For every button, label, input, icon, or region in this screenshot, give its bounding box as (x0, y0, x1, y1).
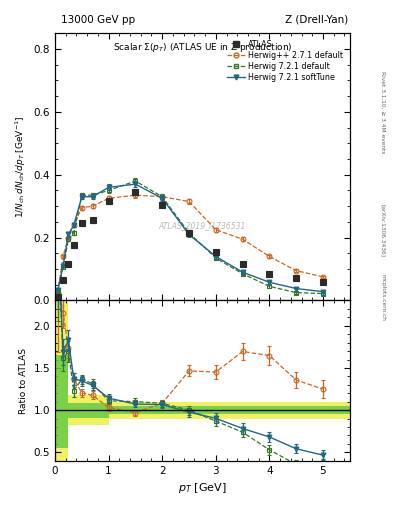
X-axis label: $p_T$ [GeV]: $p_T$ [GeV] (178, 481, 227, 495)
Text: mcplots.cern.ch: mcplots.cern.ch (381, 273, 386, 321)
Legend: ATLAS, Herwig++ 2.7.1 default, Herwig 7.2.1 default, Herwig 7.2.1 softTune: ATLAS, Herwig++ 2.7.1 default, Herwig 7.… (225, 37, 346, 84)
Text: ATLAS_2019_I1736531: ATLAS_2019_I1736531 (159, 221, 246, 230)
Text: Z (Drell-Yan): Z (Drell-Yan) (285, 14, 348, 25)
Text: Rivet 3.1.10, ≥ 3.4M events: Rivet 3.1.10, ≥ 3.4M events (381, 71, 386, 154)
Text: Scalar $\Sigma(p_T)$ (ATLAS UE in Z production): Scalar $\Sigma(p_T)$ (ATLAS UE in Z prod… (113, 41, 292, 54)
Y-axis label: $1/N_\mathrm{ch}\,dN_\mathrm{ch}/dp_T\;[\mathrm{GeV}^{-1}]$: $1/N_\mathrm{ch}\,dN_\mathrm{ch}/dp_T\;[… (14, 116, 28, 218)
Y-axis label: Ratio to ATLAS: Ratio to ATLAS (19, 348, 28, 414)
Text: 13000 GeV pp: 13000 GeV pp (61, 14, 135, 25)
Text: [arXiv:1306.3436]: [arXiv:1306.3436] (381, 204, 386, 257)
